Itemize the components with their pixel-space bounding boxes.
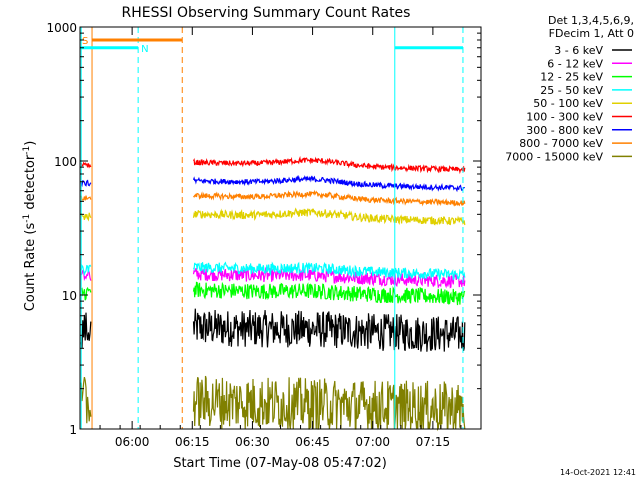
legend-label-6: 300 - 800 keV	[526, 124, 603, 137]
series-line-early-5	[80, 161, 92, 169]
series-line-early-8	[80, 376, 92, 424]
x-tick-label-3: 06:45	[295, 435, 330, 449]
flag-n-label: N	[141, 44, 148, 55]
legend-label-7: 800 - 7000 keV	[519, 137, 603, 150]
series-line-0	[192, 308, 466, 352]
marks-layer: NS	[80, 27, 464, 429]
x-tick-label-5: 07:15	[416, 435, 451, 449]
y-tick-label-3: 1000	[46, 21, 77, 35]
legend-label-0: 3 - 6 keV	[554, 44, 603, 57]
legend-label-1: 6 - 12 keV	[547, 57, 603, 70]
series-line-early-3	[80, 264, 92, 277]
series-line-early-7	[80, 195, 92, 201]
series-line-early-0	[80, 312, 92, 349]
series-line-2	[192, 281, 466, 306]
legend-label-5: 100 - 300 keV	[526, 111, 603, 124]
x-tick-label-1: 06:15	[175, 435, 210, 449]
series-line-7	[193, 189, 466, 207]
chart-title: RHESSI Observing Summary Count Rates	[122, 5, 411, 21]
legend-label-8: 7000 - 15000 keV	[505, 150, 603, 163]
series-line-early-6	[80, 179, 92, 188]
x-tick-label-4: 07:00	[355, 435, 390, 449]
plot-frame	[79, 26, 482, 430]
x-tick-label-0: 06:00	[115, 435, 150, 449]
ticks-layer: 1 10 100 1000 06:00 06:15 06:30 06:45 07:00 07:15	[46, 21, 482, 449]
series-layer	[80, 155, 466, 432]
series-line-4	[192, 207, 466, 226]
y-tick-label-2: 100	[54, 155, 77, 169]
y-tick-label-1: 10	[62, 289, 77, 303]
legend-label-2: 12 - 25 keV	[540, 71, 603, 84]
series-line-early-1	[80, 269, 92, 282]
legend-label-3: 25 - 50 keV	[540, 84, 603, 97]
series-line-5	[192, 155, 466, 175]
x-axis-label: Start Time (07-May-08 05:47:02)	[173, 456, 387, 471]
series-line-6	[192, 174, 465, 193]
legend-header-2: FDecim 1, Att 0	[549, 27, 634, 40]
y-axis-label: Count Rate (s-1 detector-1)	[22, 141, 38, 312]
series-line-early-4	[80, 212, 92, 222]
series-line-8	[192, 375, 466, 432]
flag-s-label: S	[82, 36, 88, 47]
legend: Det 1,3,4,5,6,9, FDecim 1, Att 0 3 - 6 k…	[505, 14, 634, 163]
legend-header-1: Det 1,3,4,5,6,9,	[548, 14, 634, 27]
x-tick-label-2: 06:30	[235, 435, 270, 449]
legend-label-4: 50 - 100 keV	[533, 97, 603, 110]
y-tick-label-0: 1	[69, 423, 77, 437]
footer-date: 14-Oct-2021 12:41	[560, 468, 636, 477]
series-line-3	[192, 261, 466, 281]
series-line-early-2	[80, 286, 92, 301]
